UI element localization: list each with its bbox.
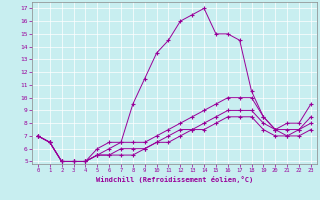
X-axis label: Windchill (Refroidissement éolien,°C): Windchill (Refroidissement éolien,°C) — [96, 176, 253, 183]
